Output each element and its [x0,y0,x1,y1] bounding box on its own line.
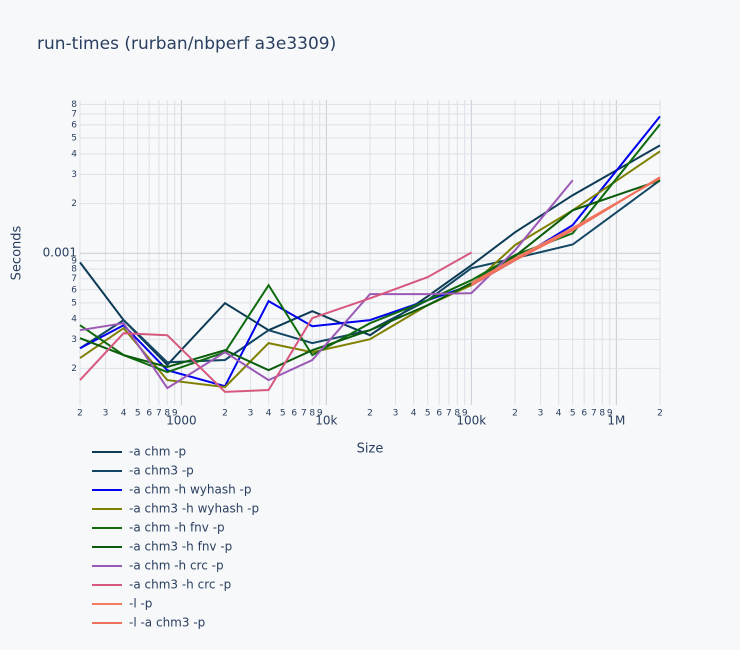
series-line [470,176,661,287]
y-tick-label: 6 [71,120,77,130]
y-tick-label: 7 [71,109,77,119]
x-tick-label: 3 [103,409,109,419]
x-tick-label: 100k [456,414,486,428]
x-tick-label: 7 [301,409,307,419]
legend-label: -l -p [129,597,152,611]
x-tick-label: 4 [556,409,562,419]
x-tick-label: 5 [570,409,576,419]
x-tick-label: 2 [77,409,83,419]
x-tick-label: 5 [135,409,141,419]
x-tick-label: 2 [657,409,663,419]
x-tick-label: 2 [222,409,228,419]
x-tick-label: 8 [164,409,170,419]
x-tick-label: 2 [512,409,518,419]
y-tick-label: 0.001 [43,246,77,260]
legend-label: -a chm -h fnv -p [129,521,225,535]
x-tick-label: 7 [156,409,162,419]
x-tick-label: 9 [172,409,178,419]
x-tick-label: 6 [146,409,152,419]
legend-label: -a chm3 -h fnv -p [129,540,232,554]
x-tick-label: 4 [121,409,127,419]
y-tick-label: 2 [71,364,77,374]
legend-label: -a chm3 -h wyhash -p [129,502,259,516]
legend-label: -a chm -h wyhash -p [129,483,251,497]
y-tick-label: 4 [71,314,77,324]
y-tick-label: 7 [71,274,77,284]
x-tick-label: 9 [607,409,613,419]
x-tick-label: 2 [367,409,373,419]
x-tick-label: 3 [393,409,399,419]
x-tick-label: 6 [291,409,297,419]
y-tick-label: 9 [71,256,77,266]
chart-title: run-times (rurban/nbperf a3e3309) [37,34,336,54]
y-tick-label: 5 [71,298,77,308]
x-tick-label: 9 [317,409,323,419]
y-tick-label: 8 [71,265,77,275]
x-tick-label: 8 [599,409,605,419]
y-tick-label: 3 [71,170,77,180]
x-tick-label: 1000 [166,414,197,428]
x-tick-label: 5 [280,409,286,419]
x-tick-label: 8 [309,409,315,419]
legend-label: -l -a chm3 -p [129,616,205,630]
y-tick-label: 4 [71,149,77,159]
x-axis-title: Size [357,442,384,457]
x-tick-label: 1M [607,414,625,428]
x-tick-label: 10k [315,414,337,428]
x-tick-label: 5 [425,409,431,419]
series-line [79,179,574,390]
x-tick-label: 9 [462,409,468,419]
x-tick-label: 6 [581,409,587,419]
x-tick-label: 4 [266,409,272,419]
x-tick-label: 7 [446,409,452,419]
y-tick-label: 6 [71,285,77,295]
y-tick-label: 2 [71,199,77,209]
x-tick-label: 6 [436,409,442,419]
y-tick-label: 3 [71,335,77,345]
x-tick-label: 3 [538,409,544,419]
y-axis-title: Seconds [10,225,25,280]
x-tick-label: 4 [411,409,417,419]
x-tick-label: 7 [591,409,597,419]
y-tick-label: 8 [71,100,77,110]
series-line [79,251,472,393]
legend-label: -a chm -h crc -p [129,559,224,573]
x-tick-label: 8 [454,409,460,419]
x-tick-label: 3 [248,409,254,419]
legend-label: -a chm3 -h crc -p [129,578,231,592]
series-line [79,179,661,372]
legend-label: -a chm -p [129,445,186,459]
legend-label: -a chm3 -p [129,464,194,478]
y-tick-label: 5 [71,133,77,143]
